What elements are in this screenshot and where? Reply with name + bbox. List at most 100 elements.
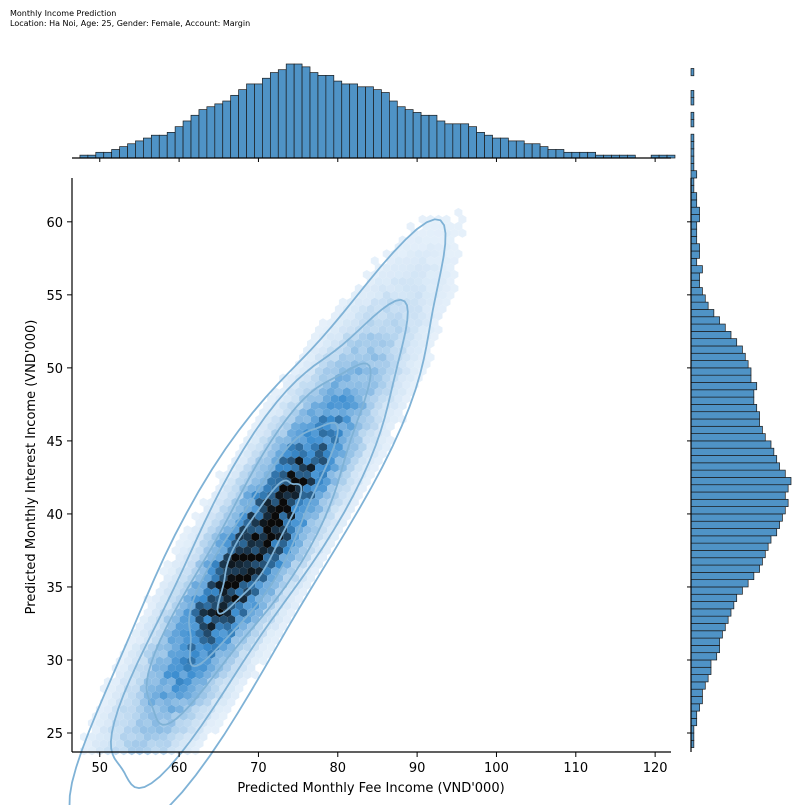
- title-block: Monthly Income Prediction Location: Ha N…: [10, 9, 250, 29]
- hexbin-cell: [386, 311, 395, 321]
- kde-contour: [109, 298, 409, 790]
- top-hist-bar: [317, 75, 327, 159]
- hexbin-cell: [171, 601, 180, 611]
- hexbin-cell: [247, 525, 256, 535]
- right-hist-bar: [690, 331, 732, 340]
- hexbin-cell: [434, 242, 443, 252]
- hexbin-cell: [307, 352, 315, 362]
- hexbin-cell: [183, 690, 192, 701]
- hexbin-cell: [199, 649, 208, 659]
- y-tick-label: 50: [46, 362, 63, 377]
- right-hist-bar: [690, 250, 700, 259]
- hexbin-cell: [123, 725, 132, 735]
- hexbin-cell: [283, 504, 292, 514]
- hexbin-cell: [227, 573, 236, 583]
- hexbin-cell: [175, 552, 184, 563]
- right-hist-bar: [690, 163, 695, 172]
- top-hist-bar: [396, 106, 406, 159]
- right-hist-bar: [690, 615, 729, 624]
- hexbin-cell: [414, 332, 423, 342]
- hexbin-cell: [319, 428, 327, 438]
- hexbin-density-layer: [80, 207, 467, 756]
- hexbin-cell: [199, 621, 208, 632]
- hexbin-cell: [454, 249, 463, 259]
- hexbin-cell: [235, 477, 244, 487]
- right-hist-bar: [690, 68, 695, 77]
- hexbin-cell: [159, 594, 168, 604]
- hexbin-cell: [263, 483, 272, 494]
- hexbin-cell: [135, 690, 144, 701]
- hexbin-cell: [390, 414, 399, 425]
- hexbin-cell: [319, 442, 327, 452]
- hexbin-cell: [107, 711, 116, 721]
- hexbin-cell: [223, 594, 232, 604]
- hexbin-cell: [410, 366, 419, 376]
- hexbin-cell: [338, 518, 347, 528]
- hexbin-cell: [287, 525, 296, 535]
- hexbin-cell: [139, 615, 148, 625]
- hexbin-cell: [334, 304, 343, 314]
- right-hist-bar: [690, 455, 778, 464]
- hexbin-cell: [199, 497, 208, 507]
- hexbin-cell: [358, 290, 367, 300]
- hexbin-cell: [287, 428, 296, 438]
- top-hist-bar: [484, 134, 493, 159]
- hexbin-cell: [311, 332, 319, 342]
- hexbin-cell: [215, 704, 224, 714]
- hexbin-cell: [402, 311, 411, 321]
- hexbin-cell: [179, 642, 188, 652]
- hexbin-cell: [163, 711, 172, 721]
- hexbin-cell: [303, 456, 311, 466]
- hexbin-cell: [191, 511, 200, 521]
- right-hist-bar: [690, 557, 763, 566]
- hexbin-cell: [219, 490, 228, 500]
- right-hist-bar: [690, 309, 715, 318]
- hexbin-cell: [243, 546, 252, 556]
- right-hist-bar: [690, 688, 703, 697]
- right-hist-bar: [690, 477, 792, 486]
- hexbin-cell: [191, 677, 200, 687]
- hexbin-cell: [151, 677, 160, 687]
- hexbin-cell: [171, 684, 180, 694]
- hexbin-cell: [295, 594, 304, 604]
- hexbin-cell: [191, 580, 200, 590]
- hexbin-cell: [271, 456, 280, 466]
- top-hist-bar: [262, 77, 271, 159]
- hexbin-cell: [191, 732, 200, 742]
- hexbin-cell: [358, 387, 367, 397]
- hexbin-cell: [378, 380, 387, 390]
- hexbin-cell: [139, 656, 148, 666]
- hexbin-cell: [334, 525, 343, 535]
- hexbin-cell: [414, 263, 423, 273]
- hexbin-cell: [291, 546, 300, 556]
- hexbin-cell: [171, 642, 180, 652]
- hexbin-cell: [307, 504, 315, 514]
- hexbin-cell: [422, 318, 431, 328]
- hexbin-cell: [243, 532, 252, 542]
- hexbin-cell: [366, 470, 375, 480]
- hexbin-cell: [143, 746, 152, 756]
- hexbin-cell: [390, 276, 399, 287]
- hexbin-cell: [131, 725, 140, 735]
- hexbin-cell: [243, 573, 252, 583]
- hexbin-cell: [247, 566, 256, 576]
- hexbin-cell: [382, 263, 391, 273]
- hexbin-cell: [95, 732, 104, 742]
- top-hist-bar: [547, 149, 557, 159]
- hexbin-cell: [179, 697, 188, 707]
- hexbin-cell: [327, 414, 335, 425]
- hexbin-cell: [414, 345, 423, 356]
- hexbin-cell: [183, 677, 192, 687]
- hexbin-cell: [119, 677, 128, 687]
- hexbin-cell: [227, 684, 236, 694]
- hexbin-cell: [287, 483, 296, 494]
- hexbin-cell: [255, 442, 264, 452]
- right-hist-bar: [690, 447, 775, 456]
- hexbin-cell: [247, 483, 256, 494]
- hexbin-cell: [418, 228, 427, 238]
- hexbin-cell: [438, 304, 447, 314]
- hexbin-cell: [223, 483, 232, 494]
- hexbin-cell: [159, 732, 168, 742]
- hexbin-cell: [346, 408, 355, 418]
- hexbin-cell: [195, 628, 204, 638]
